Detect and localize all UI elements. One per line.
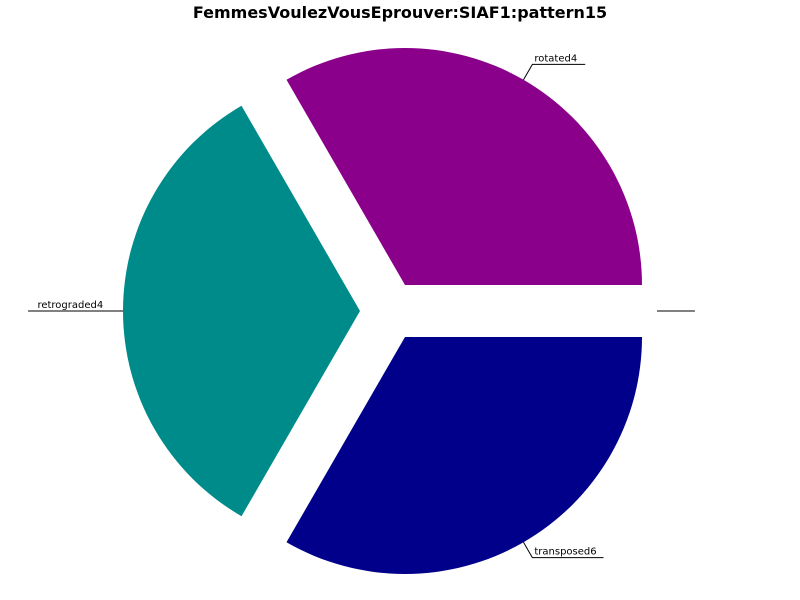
pie-slices bbox=[123, 48, 642, 574]
pie-slice-transposed6 bbox=[286, 336, 642, 574]
pie-slice-rotated4 bbox=[286, 48, 642, 286]
leader-line-transposed6 bbox=[523, 541, 604, 559]
chart-title: FemmesVoulezVousEprouver:SIAF1:pattern15 bbox=[192, 3, 608, 22]
pie-labels: rotated4 retrograded4 transposed6 bbox=[28, 53, 695, 559]
slice-label-rotated4: rotated4 bbox=[534, 53, 577, 64]
pie-slice-retrograded4 bbox=[123, 105, 360, 517]
leader-line-rotated4 bbox=[523, 63, 586, 81]
slice-label-retrograded4: retrograded4 bbox=[37, 300, 103, 311]
slice-label-transposed6: transposed6 bbox=[534, 547, 596, 558]
